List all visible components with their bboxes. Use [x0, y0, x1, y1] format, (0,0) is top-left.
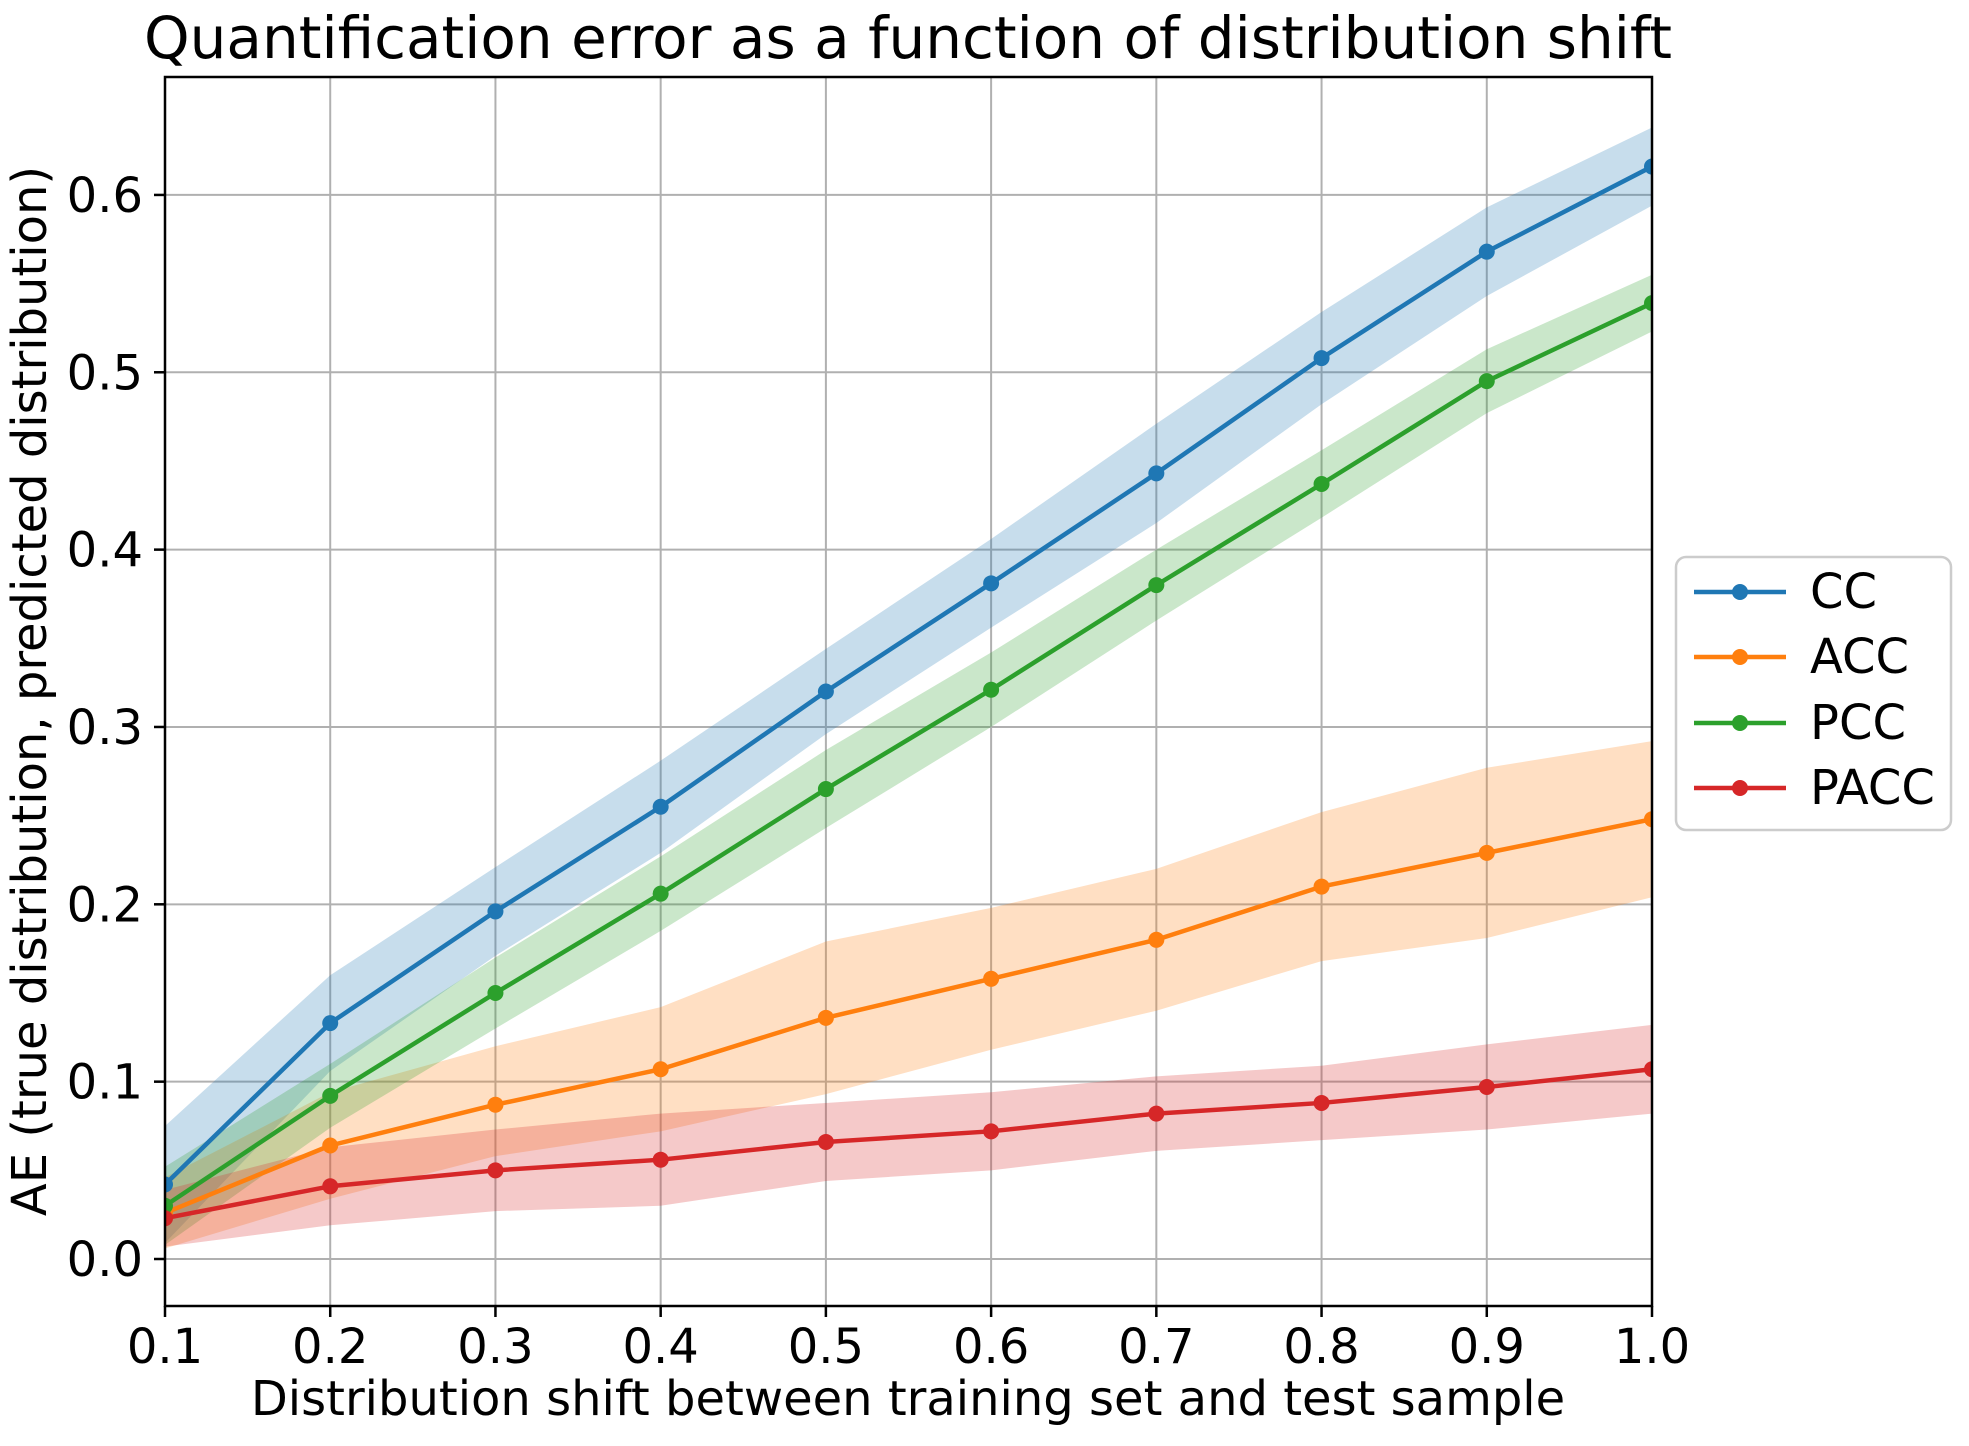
plot-border	[163, 75, 1654, 1308]
series-line-cc	[165, 164, 1652, 1187]
data-point-cc	[1313, 350, 1330, 367]
x-tick-label: 0.5	[788, 1319, 864, 1375]
legend-item-cc: CC	[1694, 564, 1877, 620]
data-point-cc	[1644, 158, 1652, 175]
confidence-band-cc	[165, 127, 1652, 1244]
tick-layer: 0.1 0.2 0.3 0.4 0.5 0.6 0.7 0.8 0.9 1.0 0.0 0.1 0.2 0…	[67, 168, 1691, 1375]
data-point-cc	[652, 798, 669, 815]
data-point-acc	[1478, 844, 1495, 861]
data-point-cc	[817, 683, 834, 700]
x-tick-label: 0.8	[1283, 1319, 1359, 1375]
legend-marker-dot	[1732, 780, 1748, 796]
x-tick-label: 0.4	[622, 1319, 698, 1375]
y-tick-label: 0.2	[67, 877, 143, 933]
chart-title: Quantification error as a function of di…	[144, 4, 1672, 72]
data-point-cc	[165, 1176, 173, 1193]
legend-label: PACC	[1810, 760, 1935, 816]
data-point-acc	[983, 970, 1000, 987]
data-point-pcc	[652, 885, 669, 902]
y-tick-label: 0.5	[67, 345, 143, 401]
data-point-cc	[322, 1015, 339, 1032]
data-point-pacc	[1148, 1105, 1165, 1122]
data-point-pcc	[1478, 373, 1495, 390]
data-point-pacc	[1313, 1094, 1330, 1111]
data-point-pacc	[1644, 1061, 1652, 1078]
data-point-pcc	[487, 984, 504, 1001]
data-point-pacc	[817, 1133, 834, 1150]
x-tick-label: 0.3	[457, 1319, 533, 1375]
data-point-pcc	[1644, 295, 1652, 312]
data-point-pcc	[983, 681, 1000, 698]
legend-label: ACC	[1810, 629, 1909, 685]
data-point-cc	[1478, 243, 1495, 260]
data-point-pacc	[487, 1162, 504, 1179]
data-point-acc	[487, 1096, 504, 1113]
legend-marker-dot	[1732, 715, 1748, 731]
confidence-band-pcc	[165, 274, 1652, 1245]
data-point-pcc	[1313, 476, 1330, 493]
data-point-pacc	[652, 1151, 669, 1168]
series-line-pacc	[165, 1066, 1652, 1221]
legend-label: CC	[1810, 564, 1877, 620]
data-point-cc	[487, 903, 504, 920]
legend-label: PCC	[1810, 695, 1906, 751]
series-line-acc	[165, 816, 1652, 1216]
x-tick-label: 0.6	[953, 1319, 1029, 1375]
x-tick-label: 0.9	[1449, 1319, 1525, 1375]
data-point-pcc	[1148, 577, 1165, 594]
data-point-cc	[1148, 465, 1165, 482]
x-tick-label: 0.7	[1118, 1319, 1194, 1375]
data-point-acc	[322, 1137, 339, 1154]
legend-marker-dot	[1732, 584, 1748, 600]
data-point-pacc	[1478, 1078, 1495, 1095]
data-point-cc	[983, 575, 1000, 592]
x-tick-label: 0.2	[292, 1319, 368, 1375]
y-tick-label: 0.0	[67, 1232, 143, 1288]
data-point-pacc	[983, 1123, 1000, 1140]
confidence-band-acc	[165, 741, 1652, 1249]
data-point-acc	[1644, 811, 1652, 828]
data-point-acc	[1313, 878, 1330, 895]
data-point-pcc	[165, 1197, 173, 1214]
legend-item-pcc: PCC	[1694, 695, 1906, 751]
data-point-acc	[652, 1061, 669, 1078]
y-tick-label: 0.4	[67, 523, 143, 579]
data-point-pcc	[817, 781, 834, 798]
legend: CC ACC PCC PACC	[1674, 555, 1953, 832]
y-tick-label: 0.6	[67, 168, 143, 224]
legend-item-pacc: PACC	[1694, 760, 1935, 816]
data-point-acc	[817, 1009, 834, 1026]
data-point-pacc	[165, 1210, 173, 1227]
y-tick-label: 0.3	[67, 700, 143, 756]
legend-box	[1674, 555, 1953, 832]
y-axis-label: AE (true distribution, predicted distrib…	[2, 166, 58, 1216]
x-tick-label: 1.0	[1614, 1319, 1690, 1375]
x-axis-label: Distribution shift between training set …	[251, 1371, 1565, 1427]
legend-item-acc: ACC	[1694, 629, 1909, 685]
legend-marker-dot	[1732, 649, 1748, 665]
data-point-pcc	[322, 1087, 339, 1104]
series-line-pcc	[165, 300, 1652, 1209]
data-point-pacc	[322, 1178, 339, 1195]
x-tick-label: 0.1	[127, 1319, 203, 1375]
y-tick-label: 0.1	[67, 1055, 143, 1111]
series-layer	[165, 127, 1652, 1249]
data-point-acc	[1148, 931, 1165, 948]
